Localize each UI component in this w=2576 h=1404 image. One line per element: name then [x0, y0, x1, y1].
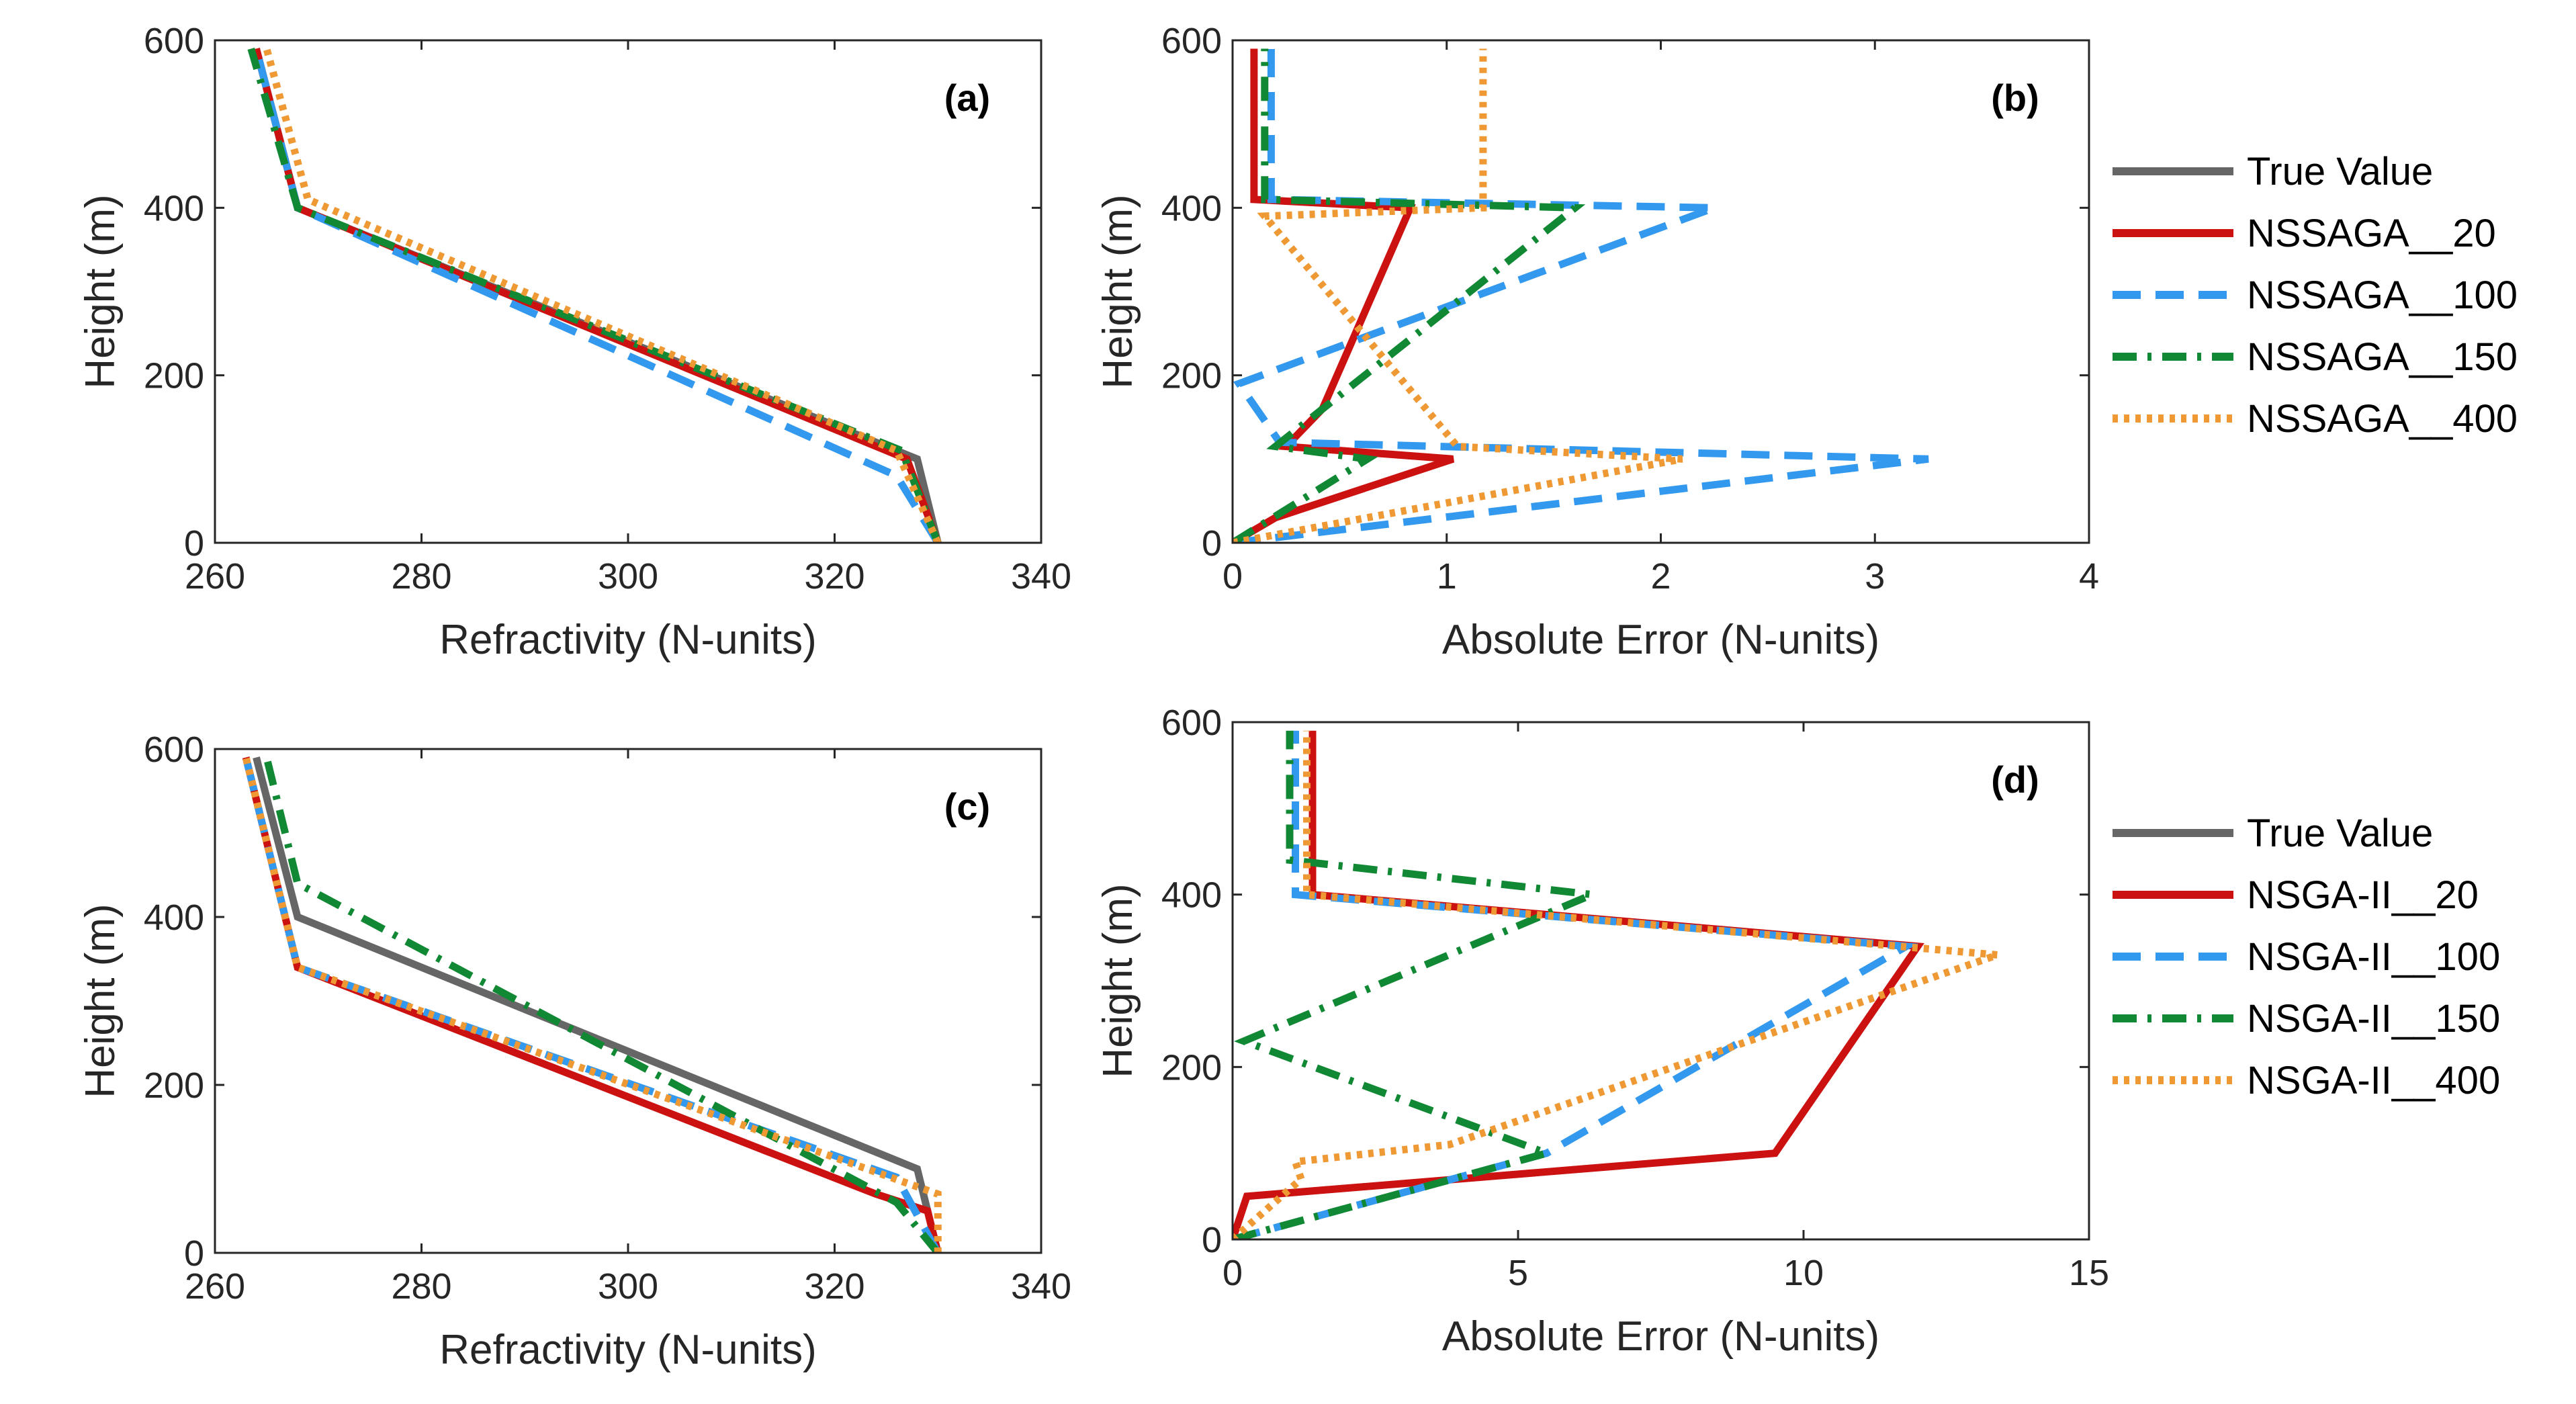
y-axis-label: Height (m)	[1095, 194, 1141, 388]
legend-label: NSSAGA__150	[2247, 335, 2518, 379]
x-tick-label: 0	[1223, 556, 1243, 597]
x-tick-label: 320	[804, 1266, 864, 1307]
legend-0: True Value NSSAGA__20 NSSAGA__100 NSSAGA__1…	[2113, 150, 2518, 441]
legend-label: True Value	[2247, 811, 2433, 855]
x-tick-label: 3	[1865, 556, 1885, 597]
legend-label: NSSAGA__100	[2247, 273, 2518, 317]
y-tick-label: 200	[1161, 1047, 1222, 1088]
x-tick-label: 300	[598, 1266, 658, 1307]
x-tick-label: 10	[1783, 1253, 1824, 1293]
x-tick-label: 4	[2079, 556, 2099, 597]
series-line-nsga-ii-400	[242, 756, 942, 1253]
series-line-nssaga-100	[1233, 48, 1929, 543]
y-tick-label: 0	[1202, 1220, 1222, 1260]
y-axis-label: Height (m)	[77, 904, 124, 1098]
panel-tag: (b)	[1991, 77, 2039, 119]
y-tick-label: 200	[144, 356, 204, 396]
chart-panel-3: 0 5 10 15 0 200 400 600 Absolute Error (N-units)…	[1095, 703, 2109, 1360]
series-line-nsga-ii-400	[1233, 730, 1999, 1239]
y-tick-label: 400	[144, 897, 204, 938]
chart-panel-1: 0 1 2 3 4 0 200 400 600 Absolute Error (N-units) H…	[1095, 21, 2099, 663]
y-tick-label: 400	[144, 188, 204, 228]
chart-panel-0: 260 280 300 320 340 0 200 400 600 Refractivity (N…	[77, 21, 1071, 663]
y-tick-label: 0	[1202, 523, 1222, 564]
x-tick-label: 15	[2069, 1253, 2109, 1293]
series-line-nsga-ii-150	[263, 756, 941, 1253]
x-tick-label: 280	[391, 1266, 451, 1307]
y-tick-label: 600	[144, 730, 204, 770]
x-tick-label: 320	[804, 556, 864, 597]
x-tick-label: 340	[1011, 1266, 1071, 1307]
x-axis-label: Absolute Error (N-units)	[1442, 617, 1879, 663]
legend-label: NSGA-II__20	[2247, 873, 2479, 917]
legend-label: NSGA-II__400	[2247, 1059, 2500, 1102]
series-line-nssaga-400	[263, 48, 942, 543]
legend-1: True Value NSGA-II__20 NSGA-II__100 NSGA-II…	[2113, 811, 2500, 1102]
y-tick-label: 200	[1161, 356, 1222, 396]
series-line-nssaga-400	[1233, 48, 1683, 543]
y-tick-label: 0	[184, 523, 204, 564]
y-tick-label: 0	[184, 1233, 204, 1274]
x-tick-label: 5	[1508, 1253, 1528, 1293]
y-tick-label: 600	[144, 21, 204, 61]
panel-tag: (a)	[944, 77, 990, 119]
x-tick-label: 280	[391, 556, 451, 597]
chart-panel-2: 260 280 300 320 340 0 200 400 600 Refractivity (N…	[77, 730, 1071, 1373]
legend-label: NSSAGA__20	[2247, 212, 2496, 255]
legend-label: NSGA-II__150	[2247, 997, 2500, 1041]
x-tick-label: 340	[1011, 556, 1071, 597]
y-tick-label: 200	[144, 1065, 204, 1106]
panel-tag: (d)	[1991, 758, 2039, 801]
x-tick-label: 260	[185, 556, 245, 597]
series-line-nssaga-150	[247, 47, 942, 543]
y-tick-label: 400	[1161, 188, 1222, 228]
x-tick-label: 0	[1223, 1253, 1243, 1293]
series-line-nsga-ii-150	[1233, 730, 1607, 1239]
panel-tag: (c)	[944, 785, 990, 828]
x-tick-label: 300	[598, 556, 658, 597]
y-axis-label: Height (m)	[1095, 883, 1141, 1078]
x-tick-label: 260	[185, 1266, 245, 1307]
y-tick-label: 600	[1161, 21, 1222, 61]
x-tick-label: 2	[1650, 556, 1671, 597]
y-tick-label: 600	[1161, 703, 1222, 743]
y-tick-label: 400	[1161, 875, 1222, 916]
x-axis-label: Absolute Error (N-units)	[1442, 1313, 1879, 1360]
axes-frame	[1231, 721, 2090, 1241]
x-axis-label: Refractivity (N-units)	[439, 1327, 817, 1373]
legend-label: NSSAGA__400	[2247, 397, 2518, 441]
x-tick-label: 1	[1437, 556, 1457, 597]
legend-label: NSGA-II__100	[2247, 935, 2500, 979]
legend-label: True Value	[2247, 150, 2433, 193]
series-line-nsga-ii-20	[1233, 730, 1924, 1239]
y-axis-label: Height (m)	[77, 194, 124, 388]
x-axis-label: Refractivity (N-units)	[439, 617, 817, 663]
